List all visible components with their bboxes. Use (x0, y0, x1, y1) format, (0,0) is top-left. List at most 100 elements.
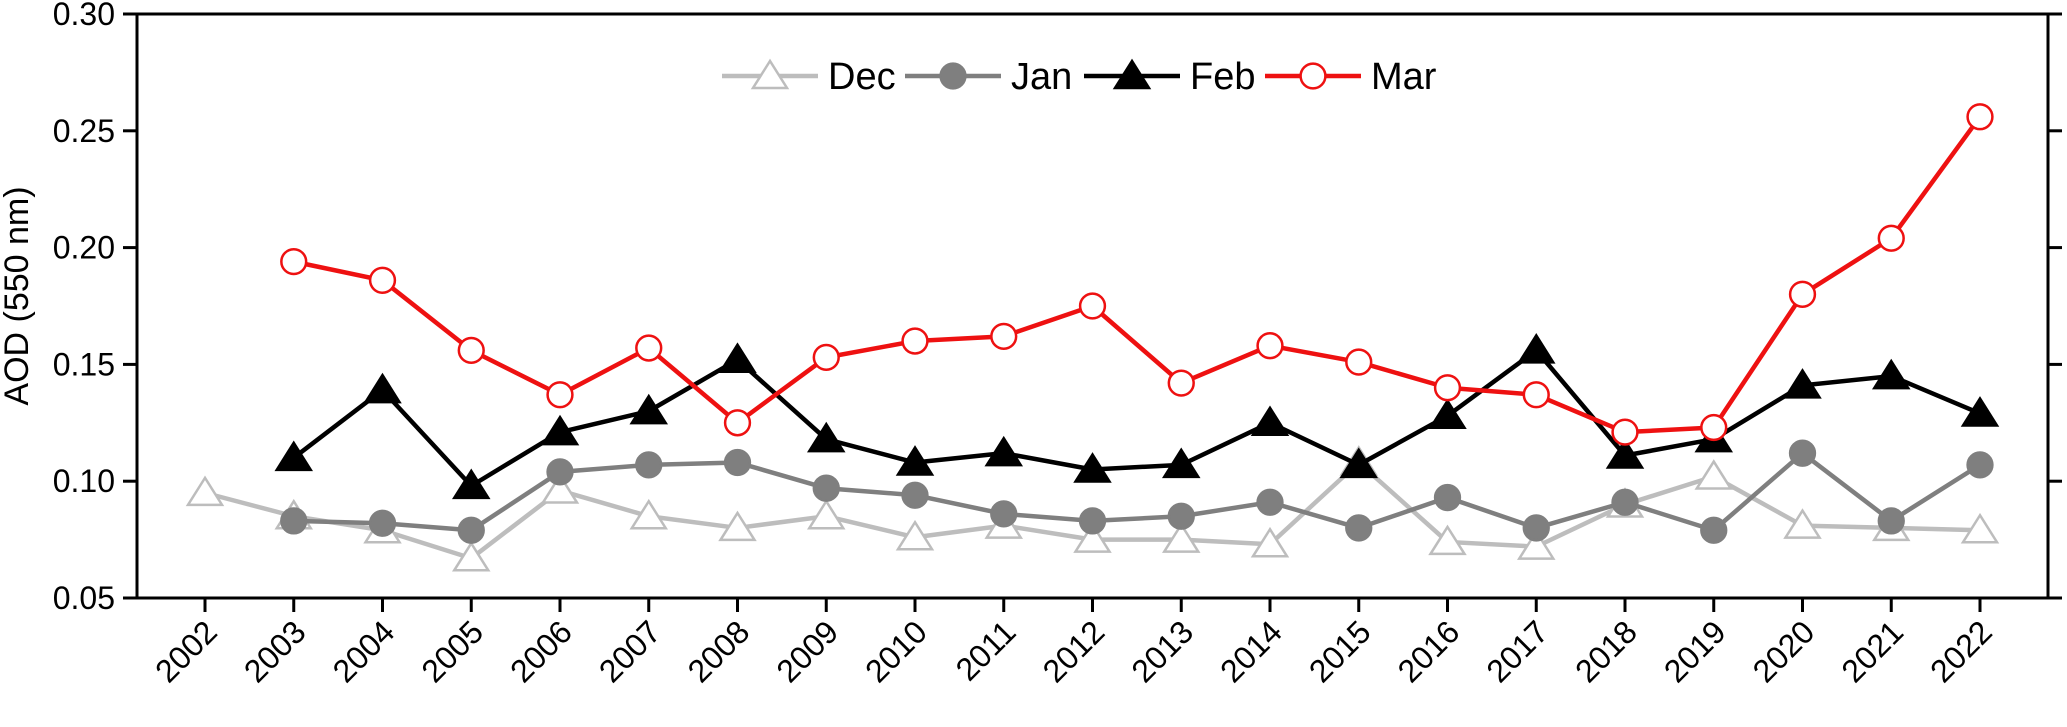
x-tick-label: 2018 (1568, 613, 1644, 689)
data-point-jan (1700, 516, 1728, 544)
data-point-feb (1428, 398, 1467, 430)
legend-label-dec: Dec (828, 56, 896, 98)
data-point-mar (546, 381, 574, 409)
data-point-feb (274, 440, 314, 472)
x-tick-label: 2012 (1036, 613, 1112, 689)
data-point-jan (1433, 483, 1462, 512)
data-point-jan (812, 474, 840, 502)
x-tick-label: 2011 (949, 613, 1023, 687)
data-point-jan (723, 448, 752, 477)
x-tick-label: 2014 (1213, 613, 1289, 689)
legend-label-mar: Mar (1371, 56, 1437, 98)
data-point-mar (1078, 292, 1107, 320)
legend-label-feb: Feb (1190, 56, 1255, 98)
data-point-feb (629, 393, 669, 425)
data-point-mar (1877, 224, 1905, 252)
x-tick-label: 2013 (1124, 613, 1200, 689)
data-point-jan (280, 507, 308, 535)
data-point-feb (895, 445, 935, 476)
x-tick-label: 2008 (681, 613, 757, 689)
data-point-dec (895, 519, 935, 551)
data-point-dec (451, 540, 491, 572)
y-tick-label: 0.30 (53, 0, 115, 32)
x-tick-label: 2021 (1834, 613, 1910, 689)
plot-series-layer (185, 103, 2000, 572)
legend-item-mar: Mar (1265, 56, 1437, 98)
legend: Dec Jan Feb Mar (722, 56, 1437, 98)
y-tick-label: 0.05 (53, 580, 115, 616)
data-point-feb (363, 372, 402, 404)
data-point-feb (1960, 396, 2000, 427)
data-point-jan (1877, 507, 1905, 535)
data-point-feb (1516, 333, 1556, 364)
x-tick-label: 2022 (1923, 613, 1999, 689)
data-point-mar (635, 334, 663, 362)
data-point-dec (1783, 508, 1822, 539)
series-line-jan (293, 450, 1982, 533)
data-point-feb (1605, 438, 1645, 469)
y-tick-label: 0.15 (53, 346, 115, 382)
data-point-mar (723, 409, 752, 437)
legend-item-feb: Feb (1084, 56, 1255, 98)
y-axis-title: AOD (550 nm) (0, 186, 36, 405)
x-tick-label: 2005 (414, 613, 490, 689)
data-point-mar (1788, 280, 1817, 308)
data-point-jan (990, 500, 1018, 528)
x-tick-label: 2004 (326, 613, 402, 689)
data-point-jan (901, 481, 929, 509)
data-point-mar (1167, 369, 1195, 397)
data-point-feb (1250, 405, 1290, 437)
data-point-feb (718, 342, 757, 373)
data-point-mar (812, 343, 840, 372)
data-point-dec (718, 510, 757, 542)
series-line-feb (292, 348, 1981, 489)
data-point-jan (635, 451, 663, 479)
legend-item-jan: Jan (905, 56, 1072, 98)
data-point-feb (1161, 447, 1201, 479)
data-point-mar (1433, 374, 1462, 402)
data-point-mar (1700, 413, 1728, 442)
series-feb (274, 333, 2000, 500)
y-tick-label: 0.10 (53, 463, 115, 499)
axes: 0.05 0.10 0.15 0.20 0.25 0.30 2002 2003 2004 2005… (53, 0, 2062, 689)
data-point-dec (185, 475, 225, 507)
legend-marker-mar (1299, 62, 1327, 90)
data-point-jan (1345, 514, 1373, 542)
data-point-dec (1161, 522, 1201, 553)
x-tick-label: 2010 (858, 613, 934, 689)
x-tick-label: 2016 (1391, 613, 1467, 689)
data-point-jan (1522, 514, 1550, 542)
data-point-mar (1966, 103, 1994, 131)
data-point-mar (280, 247, 308, 276)
data-point-mar (1345, 348, 1373, 376)
data-point-dec (1960, 512, 2000, 544)
x-tick-label: 2003 (237, 613, 313, 689)
data-point-dec (1428, 524, 1467, 556)
data-point-mar (901, 327, 929, 355)
x-tick-label: 2017 (1479, 613, 1555, 689)
data-point-jan (368, 509, 397, 537)
data-point-dec (1073, 522, 1112, 553)
data-point-dec (806, 498, 846, 530)
data-point-jan (1256, 488, 1284, 516)
x-tick-label: 2020 (1746, 613, 1822, 689)
data-point-jan (1788, 439, 1817, 467)
data-point-jan (1611, 488, 1639, 516)
data-point-feb (540, 414, 580, 446)
data-point-jan (1167, 502, 1195, 530)
data-point-mar (457, 336, 485, 365)
data-point-jan (546, 458, 574, 486)
legend-marker-dec (750, 58, 790, 90)
legend-label-jan: Jan (1011, 56, 1072, 98)
data-point-mar (368, 266, 397, 294)
x-tick-label: 2007 (592, 613, 668, 689)
x-tick-label: 2002 (148, 613, 224, 689)
data-point-mar (1611, 418, 1639, 446)
data-point-feb (1871, 358, 1911, 390)
data-point-jan (1078, 507, 1107, 535)
data-point-mar (990, 322, 1018, 351)
data-point-jan (457, 516, 485, 544)
series-mar (280, 103, 1994, 446)
data-point-feb (451, 468, 491, 500)
